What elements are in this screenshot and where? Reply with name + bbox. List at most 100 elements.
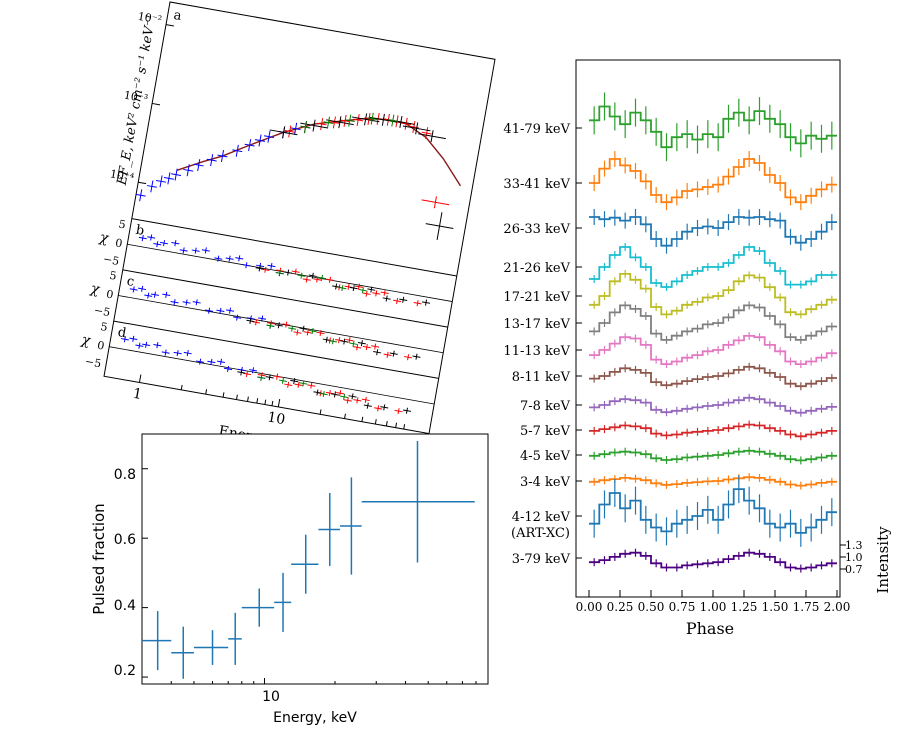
phase-axis-label: Phase: [686, 619, 734, 638]
spectrum-x-minor-tick: [180, 384, 183, 390]
residual-errorbar-black: [392, 350, 395, 357]
profile-label-3: 21-26 keV: [503, 261, 570, 276]
spectrum-x-minor-tick: [361, 416, 364, 422]
profile-label-11: 3-4 keV: [520, 475, 571, 490]
y-tick-label-1e-2: 10⁻²: [137, 10, 163, 27]
spectrum-x-minor-tick: [385, 421, 388, 427]
residual-errorbar-black: [351, 393, 354, 400]
residual-errorbar-blue: [238, 255, 241, 262]
resid-c-tick-5: 5: [109, 269, 118, 283]
spectrum-errorbar-blue: [210, 154, 214, 167]
residual-errorbar-black: [287, 269, 290, 276]
residual-errorbar-black: [360, 340, 363, 347]
profile-label-12: 4-12 keV: [512, 510, 571, 525]
residual-errorbar-green: [269, 322, 272, 329]
profile-line-4: [589, 273, 837, 316]
intensity-axis-label: Intensity: [874, 526, 892, 594]
spectrum-frame: [103, 1, 496, 435]
spectrum-x-minor-tick: [344, 413, 346, 419]
residual-errorbar-black: [333, 391, 336, 398]
spectrum-y-major-tick: [165, 24, 174, 27]
panel-letter-d: d: [117, 325, 128, 341]
profile-label-5: 13-17 keV: [503, 317, 570, 332]
residual-errorbar-blue: [165, 291, 168, 298]
residual-errorbar-black: [370, 286, 373, 293]
residual-errorbar-red: [264, 266, 267, 273]
profile-line-11: [589, 476, 837, 487]
phase-tick-0.75: 0.75: [669, 600, 696, 614]
profile-line-2: [589, 216, 837, 247]
residual-divider-d: [113, 320, 439, 379]
residual-errorbar-green: [291, 325, 294, 332]
residual-errorbar-blue: [123, 336, 126, 343]
spectrum-x-minor-tick: [403, 424, 406, 430]
resid-b-tick-m5: −5: [102, 252, 120, 268]
residual-errorbar-blue: [164, 349, 167, 356]
residual-errorbar-black: [316, 389, 319, 396]
resid-c-tick-m5: −5: [93, 304, 111, 320]
phase-tick-0.25: 0.25: [607, 600, 634, 614]
spectrum-errorbar-blue: [294, 122, 298, 135]
spectrum-errorbar-green: [303, 121, 308, 134]
spectrum-errorbar-blue: [167, 172, 171, 185]
spectrum-x-minor-tick: [395, 422, 398, 428]
spectrum-errorbar-green: [391, 114, 395, 127]
spectrum-x-major-tick: [277, 398, 281, 408]
profile-label-4: 17-21 keV: [503, 290, 570, 305]
residual-errorbar-black: [268, 374, 271, 381]
phase-tick-0.50: 0.50: [638, 600, 665, 614]
residual-errorbar-blue: [208, 307, 211, 314]
residual-errorbar-red: [297, 381, 300, 388]
spectrum-errorbar-blue: [258, 134, 262, 147]
residual-errorbar-blue: [185, 299, 188, 306]
residual-errorbar-red: [310, 382, 313, 389]
residual-errorbar-green: [260, 374, 263, 381]
chi-label-c: χ: [88, 281, 102, 299]
residual-errorbar-red: [338, 337, 341, 344]
residual-errorbar-blue: [186, 350, 189, 357]
spectrum-errorbar-red: [320, 118, 324, 131]
residual-errorbar-black: [415, 353, 418, 360]
residual-errorbar-red: [396, 297, 399, 305]
residual-errorbar-red: [383, 289, 386, 296]
phase-tick-0.00: 0.00: [576, 600, 603, 614]
profile-line-3: [589, 246, 837, 288]
residual-errorbar-green: [302, 380, 305, 387]
profile-label-12: (ART-XC): [511, 526, 570, 541]
residual-errorbar-green: [331, 338, 335, 345]
spectrum-errorbar-red: [367, 113, 371, 126]
residual-errorbar-blue: [195, 299, 198, 306]
profile-label-7: 8-11 keV: [512, 370, 571, 385]
residual-errorbar-green: [311, 327, 314, 335]
resid-c-tick-0: 0: [105, 287, 114, 301]
spectrum-errorbar-red: [343, 114, 347, 127]
spectrum-x-minor-tick: [247, 396, 249, 402]
pulse-profile-panel: 41-79 keV 33-41 keV 26-33 keV 21-26 keV 17-2…: [503, 59, 892, 638]
residual-errorbar-red: [245, 370, 248, 377]
spectrum-errorbar-blue: [220, 150, 225, 163]
spectrum-x-tick-1: 1: [132, 386, 144, 403]
residual-errorbar-blue: [261, 315, 264, 322]
panel-letter-c: c: [126, 274, 136, 290]
spectrum-errorbar-blue: [248, 139, 252, 152]
intensity-tick-1.0: 1.0: [845, 551, 863, 564]
residual-errorbar-black: [343, 338, 346, 345]
residual-errorbar-blue: [138, 342, 141, 349]
profile-line-8: [589, 396, 837, 414]
residual-errorbar-blue: [182, 247, 185, 254]
spectrum-x-minor-tick: [264, 399, 267, 405]
profile-line-6: [589, 335, 837, 365]
residual-errorbar-red: [365, 343, 368, 351]
residual-errorbar-blue: [270, 262, 273, 269]
spectrum-errorbar-black: [312, 119, 316, 132]
spectrum-errorbar-red: [332, 116, 336, 129]
residual-errorbar-blue: [132, 286, 135, 293]
residual-errorbar-red: [375, 290, 378, 297]
residual-errorbar-red: [294, 268, 297, 275]
profile-line-9: [589, 423, 837, 438]
phase-tick-1.50: 1.50: [762, 600, 789, 614]
residual-errorbar-black: [335, 283, 338, 290]
zero-line-c: [118, 295, 444, 354]
pf-y-tick-0.2: 0.2: [114, 663, 136, 679]
